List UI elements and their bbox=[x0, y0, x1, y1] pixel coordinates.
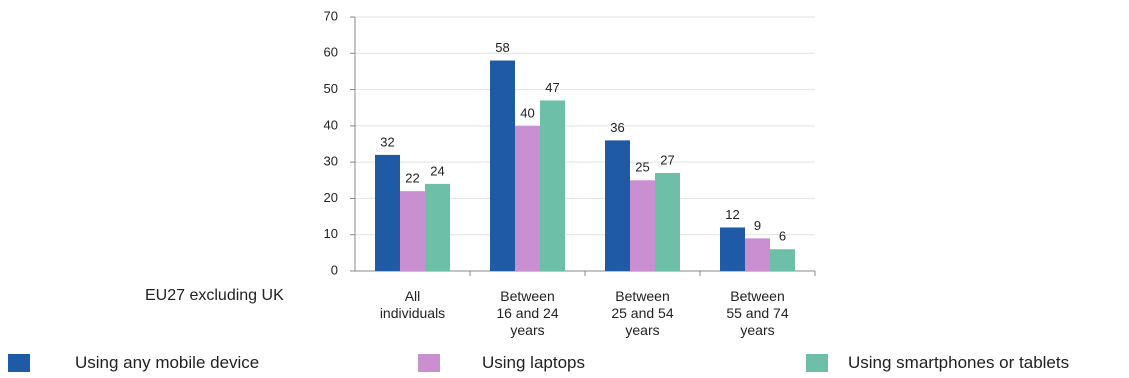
y-tick-label: 50 bbox=[324, 81, 338, 96]
bar bbox=[490, 60, 515, 271]
row-label: EU27 excluding UK bbox=[145, 287, 284, 304]
value-label: 40 bbox=[520, 105, 534, 120]
x-tick-label: All individuals bbox=[379, 288, 446, 321]
bar bbox=[630, 180, 655, 271]
value-label: 9 bbox=[754, 218, 761, 233]
bar bbox=[400, 191, 425, 271]
x-tick-label: Between 16 and 24 years bbox=[496, 288, 559, 338]
value-label: 27 bbox=[660, 152, 674, 167]
value-label: 12 bbox=[725, 207, 739, 222]
y-tick-label: 60 bbox=[324, 45, 338, 60]
legend-swatch bbox=[806, 354, 828, 372]
legend-label: Using laptops bbox=[482, 353, 586, 372]
value-label: 47 bbox=[545, 80, 559, 95]
y-tick-label: 0 bbox=[331, 262, 338, 277]
bar bbox=[540, 100, 565, 271]
value-label: 25 bbox=[635, 160, 649, 175]
bar bbox=[605, 140, 630, 271]
legend-label: Using any mobile device bbox=[75, 353, 260, 372]
value-label: 32 bbox=[380, 134, 394, 149]
bar bbox=[655, 173, 680, 271]
y-tick-label: 30 bbox=[324, 154, 338, 169]
value-label: 22 bbox=[405, 171, 419, 186]
y-tick-label: 20 bbox=[324, 190, 338, 205]
value-label: 24 bbox=[430, 163, 444, 178]
bar bbox=[515, 125, 540, 271]
y-tick-label: 70 bbox=[324, 8, 338, 23]
x-tick-label: Between 55 and 74 years bbox=[726, 288, 789, 338]
bar bbox=[745, 238, 770, 271]
legend-label: Using smartphones or tablets bbox=[848, 353, 1070, 372]
value-label: 6 bbox=[779, 229, 786, 244]
y-tick-label: 10 bbox=[324, 226, 338, 241]
legend-swatch bbox=[8, 354, 30, 372]
value-label: 36 bbox=[610, 120, 624, 135]
legend-swatch bbox=[418, 354, 440, 372]
bar bbox=[425, 183, 450, 271]
bar bbox=[720, 227, 745, 271]
bar bbox=[375, 154, 400, 271]
bar bbox=[770, 249, 795, 271]
y-tick-label: 40 bbox=[324, 117, 338, 132]
x-tick-label: Between 25 and 54 years bbox=[611, 288, 674, 338]
value-label: 58 bbox=[495, 40, 509, 55]
